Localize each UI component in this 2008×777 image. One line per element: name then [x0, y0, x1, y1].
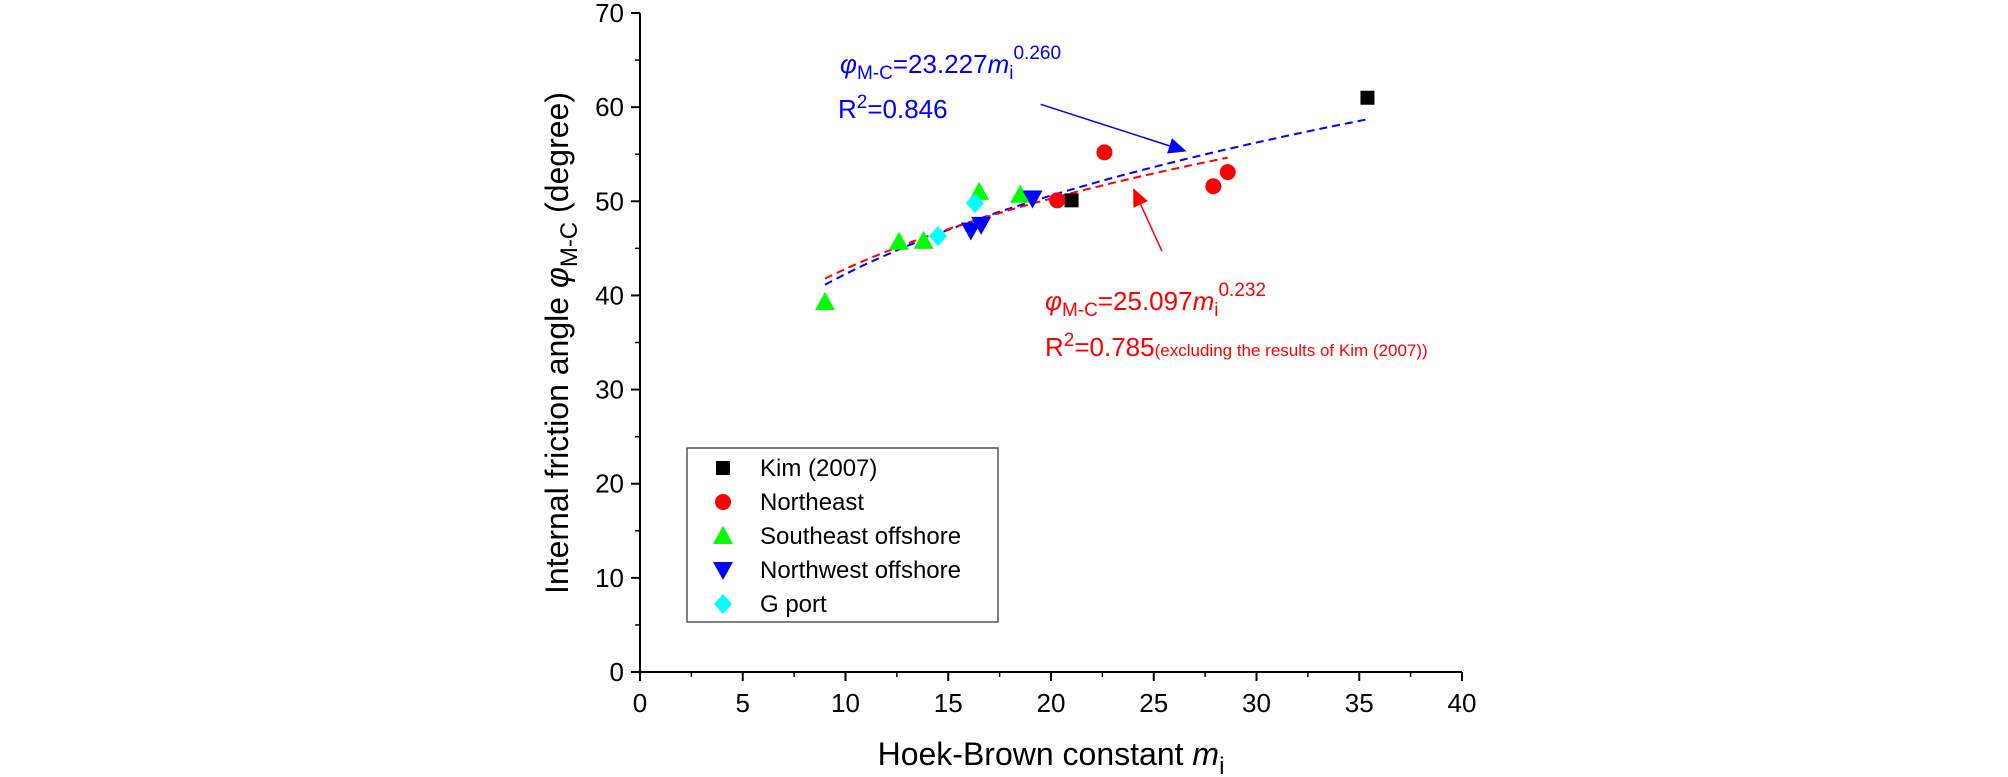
legend-label-kim: Kim (2007)	[760, 455, 877, 482]
legend-label-northwest: Northwest offshore	[760, 557, 961, 584]
data-point	[913, 230, 934, 249]
legend-label-gport: G port	[760, 591, 827, 618]
legend-label-southeast: Southeast offshore	[760, 523, 961, 550]
annotation-arrow-line	[1139, 204, 1163, 252]
data-point	[1064, 193, 1079, 208]
data-point	[965, 193, 984, 214]
legend-box	[686, 447, 999, 623]
y-tick-label: 60	[595, 92, 624, 122]
y-axis-title: Internal friction angle φM-C (degree)	[539, 92, 583, 594]
y-tick-label: 10	[595, 563, 624, 593]
x-ticks: 0 5 10 15 20 25 30 35 40	[633, 672, 1477, 718]
x-tick-label: 35	[1345, 688, 1374, 718]
data-point	[888, 231, 909, 250]
data-point	[928, 226, 947, 247]
y-ticks: 0 10 20 30 40 50 60 70	[595, 0, 640, 687]
x-tick-label: 0	[633, 688, 647, 718]
data-point	[1010, 184, 1031, 203]
y-tick-label: 70	[595, 0, 624, 28]
fit-curve	[824, 156, 1228, 280]
blue-fit-r2: R2=0.846	[838, 92, 948, 124]
data-point	[1049, 192, 1066, 209]
legend-marker	[713, 526, 733, 544]
data-point	[1219, 164, 1236, 181]
annotation-arrow-head	[1167, 138, 1187, 154]
blue-fit-equation: φM-C=23.227mi0.260	[840, 43, 1061, 84]
y-tick-label: 50	[595, 186, 624, 216]
legend-markers	[713, 461, 733, 614]
annotation-arrow-head	[1133, 188, 1148, 208]
axes: 0 5 10 15 20 25 30 35 40 0 10 20 30 40 50 60 70	[595, 0, 1476, 718]
x-tick-label: 40	[1448, 688, 1477, 718]
fit-curve	[824, 118, 1368, 286]
data-point	[960, 222, 981, 241]
data-points	[814, 90, 1375, 311]
fit-curves	[824, 118, 1368, 286]
y-tick-label: 40	[595, 280, 624, 310]
legend-marker	[714, 594, 732, 614]
x-axis-title: Hoek-Brown constant mi	[878, 736, 1225, 777]
legend: Kim (2007) Northeast Southeast offshore …	[686, 447, 999, 623]
data-point	[1022, 190, 1043, 209]
x-tick-label: 25	[1139, 688, 1168, 718]
y-tick-label: 30	[595, 375, 624, 405]
y-tick-label: 20	[595, 469, 624, 499]
legend-marker	[715, 494, 731, 510]
legend-marker	[716, 461, 730, 475]
y-tick-label: 0	[610, 657, 624, 687]
x-tick-label: 10	[831, 688, 860, 718]
legend-marker	[713, 562, 733, 580]
legend-label-northeast: Northeast	[760, 489, 864, 516]
data-point	[1360, 90, 1375, 105]
data-point	[814, 292, 835, 311]
data-point	[971, 216, 992, 235]
x-tick-label: 20	[1037, 688, 1066, 718]
annotation-arrow-line	[1040, 103, 1170, 147]
x-tick-label: 15	[934, 688, 963, 718]
data-point	[1205, 178, 1222, 195]
data-point	[1096, 144, 1113, 161]
annotation-arrows	[1040, 103, 1187, 252]
red-fit-r2: R2=0.785(excluding the results of Kim (2…	[1045, 330, 1428, 362]
x-tick-label: 30	[1242, 688, 1271, 718]
x-tick-label: 5	[736, 688, 750, 718]
red-fit-equation: φM-C=25.097mi0.232	[1045, 280, 1266, 321]
